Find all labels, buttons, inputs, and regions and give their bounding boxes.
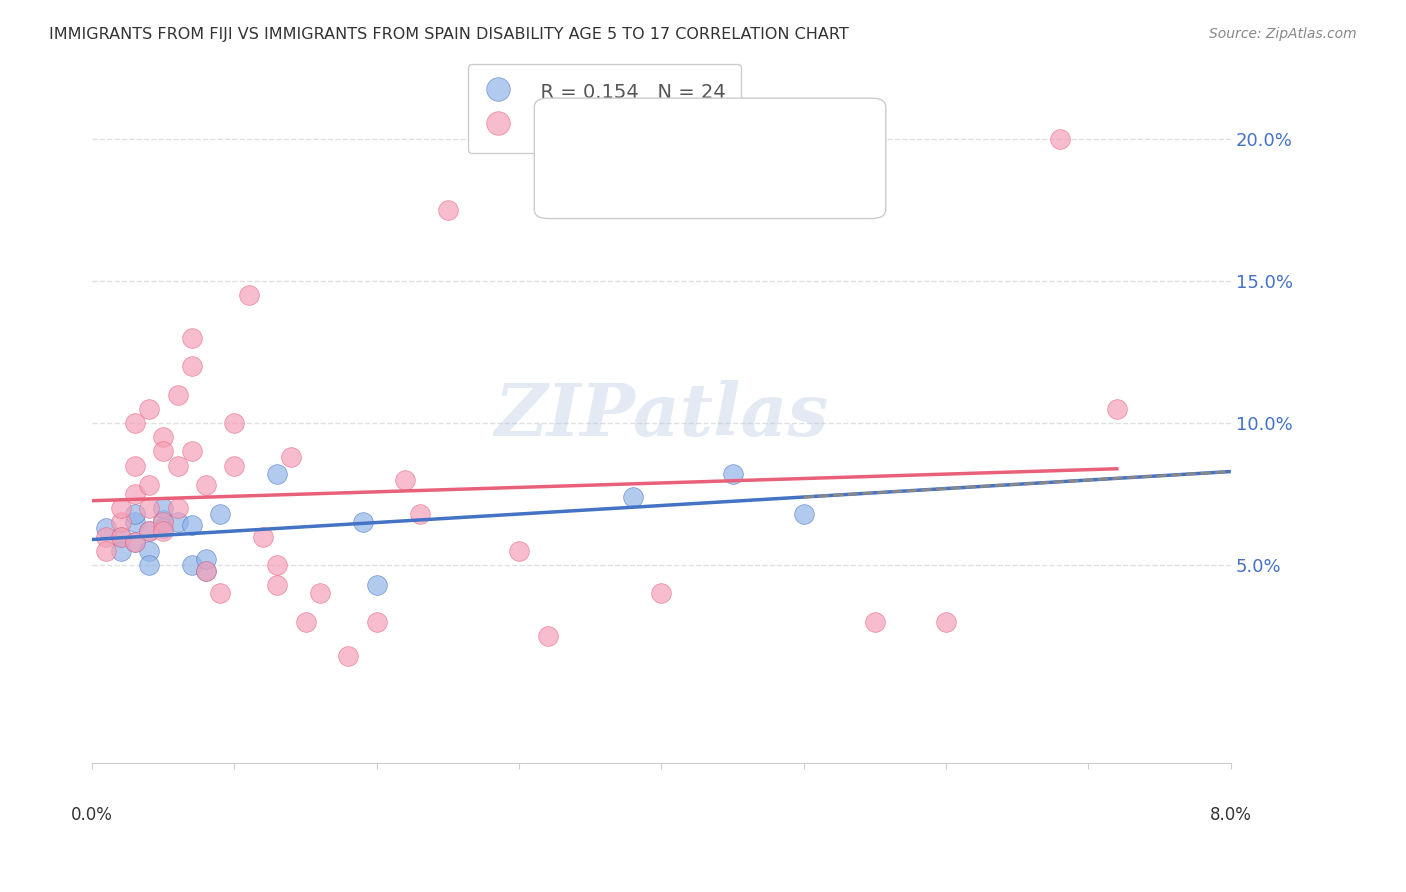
Text: 0.154: 0.154 [588,129,640,147]
Immigrants from Spain [408,507,430,521]
Immigrants from Fiji [209,507,232,521]
Immigrants from Spain [935,615,957,629]
Legend:   R = 0.154   N = 24,   R = 0.276   N = 47: R = 0.154 N = 24, R = 0.276 N = 47 [468,64,741,153]
Immigrants from Spain [138,501,160,516]
Immigrants from Spain [180,331,202,345]
Immigrants from Spain [152,516,174,530]
Immigrants from Spain [437,203,460,218]
Immigrants from Spain [152,444,174,458]
Immigrants from Fiji [152,512,174,526]
Immigrants from Spain [166,458,188,473]
Immigrants from Spain [1105,401,1128,416]
Immigrants from Fiji [180,558,202,572]
Immigrants from Fiji [721,467,744,482]
Immigrants from Spain [394,473,416,487]
Immigrants from Spain [124,487,146,501]
Text: R = 0.276   N = 47: R = 0.276 N = 47 [569,172,740,190]
Immigrants from Fiji [352,516,374,530]
Immigrants from Fiji [366,578,388,592]
Text: ZIPatlas: ZIPatlas [495,381,828,451]
Immigrants from Spain [138,478,160,492]
Immigrants from Fiji [138,543,160,558]
Immigrants from Fiji [152,501,174,516]
Immigrants from Spain [209,586,232,600]
Immigrants from Fiji [195,552,218,566]
Text: Source: ZipAtlas.com: Source: ZipAtlas.com [1209,27,1357,41]
Immigrants from Spain [337,648,360,663]
Immigrants from Spain [138,524,160,538]
Immigrants from Spain [152,430,174,444]
Immigrants from Spain [110,501,132,516]
Immigrants from Spain [110,516,132,530]
Immigrants from Spain [863,615,886,629]
Immigrants from Spain [195,478,218,492]
Immigrants from Spain [166,387,188,401]
Immigrants from Fiji [138,524,160,538]
Immigrants from Fiji [138,558,160,572]
Immigrants from Fiji [180,518,202,533]
Immigrants from Spain [195,564,218,578]
Immigrants from Spain [138,401,160,416]
Immigrants from Spain [508,543,530,558]
Immigrants from Spain [180,444,202,458]
Immigrants from Spain [252,529,274,543]
Immigrants from Spain [309,586,332,600]
Text: R = 0.154   N = 24: R = 0.154 N = 24 [569,129,740,147]
Immigrants from Spain [110,529,132,543]
Immigrants from Spain [224,458,246,473]
Text: 0.276: 0.276 [588,172,640,190]
Immigrants from Spain [180,359,202,374]
Immigrants from Spain [280,450,302,464]
Immigrants from Fiji [96,521,118,535]
Immigrants from Fiji [793,507,815,521]
Immigrants from Spain [266,578,288,592]
Immigrants from Fiji [195,564,218,578]
Immigrants from Fiji [110,529,132,543]
Text: 8.0%: 8.0% [1209,806,1251,824]
Immigrants from Spain [152,524,174,538]
Immigrants from Spain [166,501,188,516]
Immigrants from Spain [124,535,146,549]
Text: 0.0%: 0.0% [72,806,112,824]
Immigrants from Spain [124,416,146,430]
Immigrants from Spain [238,288,260,302]
Immigrants from Fiji [152,521,174,535]
Immigrants from Spain [96,529,118,543]
Immigrants from Fiji [166,516,188,530]
Immigrants from Spain [266,558,288,572]
Immigrants from Fiji [124,516,146,530]
Immigrants from Fiji [266,467,288,482]
Text: IMMIGRANTS FROM FIJI VS IMMIGRANTS FROM SPAIN DISABILITY AGE 5 TO 17 CORRELATION: IMMIGRANTS FROM FIJI VS IMMIGRANTS FROM … [49,27,849,42]
Immigrants from Fiji [110,543,132,558]
Immigrants from Spain [536,629,558,643]
Immigrants from Spain [650,586,672,600]
Immigrants from Spain [366,615,388,629]
Immigrants from Fiji [124,535,146,549]
Immigrants from Spain [294,615,316,629]
Immigrants from Spain [124,458,146,473]
Immigrants from Fiji [124,507,146,521]
Immigrants from Spain [224,416,246,430]
Immigrants from Spain [96,543,118,558]
Immigrants from Spain [1049,132,1071,146]
Immigrants from Fiji [621,490,644,504]
